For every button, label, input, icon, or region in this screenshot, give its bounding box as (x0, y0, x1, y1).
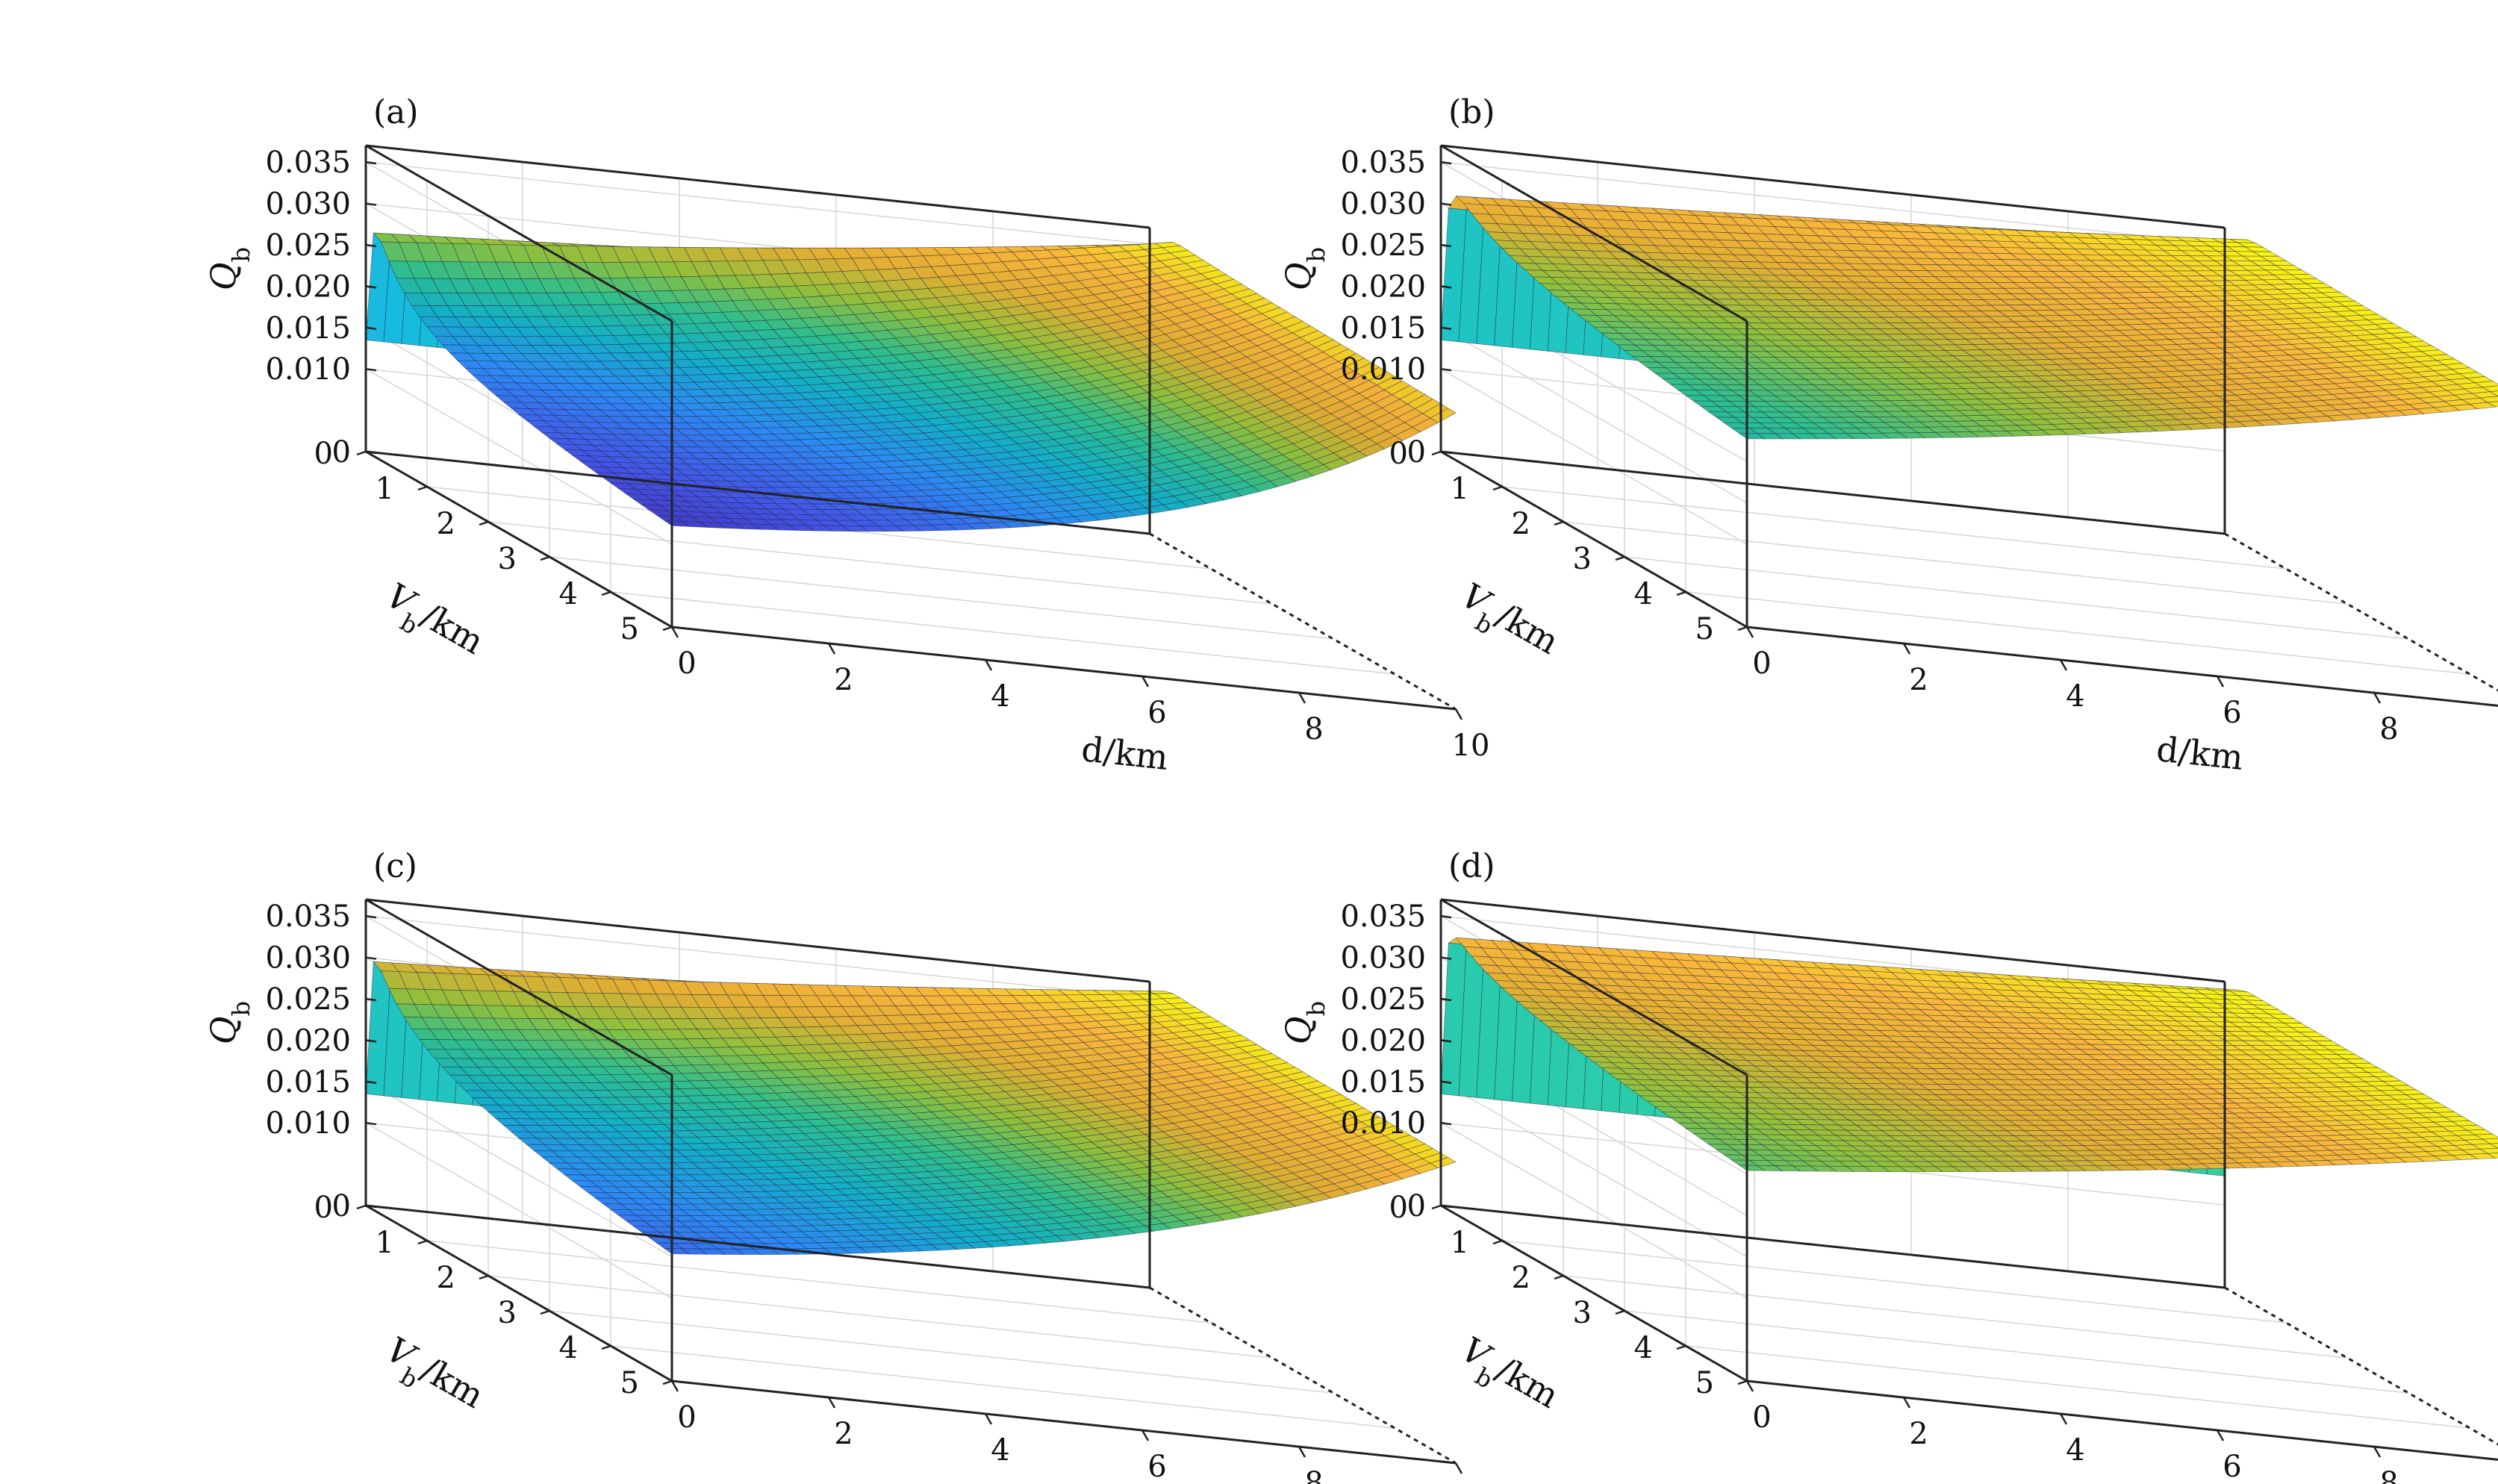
y-tick-mark (1737, 626, 1748, 632)
z-axis-label-sub: b (1302, 247, 1330, 262)
z-axis-label: Qb (1278, 247, 1330, 290)
z-tick-label: 0.020 (1340, 269, 1426, 304)
y-tick-mark (662, 626, 673, 632)
z-axis-label-main: Q (1278, 262, 1318, 290)
panel-label: (b) (1448, 93, 1495, 131)
surface-panel-2: 024681001234500.0100.0150.0200.0250.0300… (1278, 93, 2498, 778)
x-tick-label: 2 (1909, 663, 1928, 697)
z-axis-label-main: Q (203, 262, 243, 290)
y-axis-label-suffix: /km (414, 595, 490, 662)
y-tick-mark (479, 520, 489, 526)
x-tick-label: 6 (1147, 696, 1166, 730)
x-tick-mark (1454, 708, 1463, 720)
surface-mesh (365, 232, 1457, 532)
y-tick-label: 4 (559, 577, 578, 611)
panel-label: (a) (373, 93, 419, 131)
z-tick-label: 0 (332, 435, 351, 470)
y-tick-mark (540, 555, 550, 561)
z-tick-label: 0.025 (265, 228, 351, 263)
x-tick-label: 6 (2223, 696, 2241, 730)
y-tick-label: 1 (1451, 472, 1469, 506)
y-tick-mark (1676, 590, 1686, 596)
y-tick-mark (1431, 450, 1442, 456)
surface-mesh (1440, 196, 2498, 440)
z-tick-label: 0 (1407, 435, 1426, 470)
y-tick-mark (1492, 485, 1503, 491)
y-tick-label: 0 (314, 437, 333, 471)
grid-line (365, 368, 673, 545)
grid-line (365, 161, 1150, 245)
x-tick-label: 4 (991, 679, 1009, 714)
x-axis-label: d/km (2155, 729, 2245, 778)
grid-line (610, 591, 1395, 675)
z-axis-label: Qb (203, 247, 255, 290)
surface-panel-3: 024681001234500.0100.0150.0200.0250.0300… (203, 847, 1489, 1484)
axis-box-edge (2224, 532, 2498, 692)
y-axis-label: Vb/km (374, 575, 491, 673)
x-tick-label: 8 (1304, 712, 1323, 746)
grid-line (549, 556, 1334, 640)
y-tick-label: 2 (437, 507, 455, 541)
y-tick-label: 2 (1512, 507, 1530, 541)
x-tick-label: 10 (1452, 729, 1490, 763)
y-tick-mark (417, 485, 428, 491)
x-tick-label: 4 (2066, 679, 2084, 714)
y-tick-mark (1615, 555, 1625, 561)
y-tick-label: 3 (1573, 542, 1592, 576)
x-axis-label: d/km (1080, 729, 1170, 778)
z-tick-label: 0.015 (1340, 311, 1426, 346)
grid-line (488, 521, 1273, 605)
x-tick-label: 2 (834, 663, 853, 697)
surface-mesh (365, 961, 1457, 1255)
y-axis-label-suffix: /km (1489, 595, 1566, 662)
y-tick-label: 5 (620, 612, 639, 646)
y-tick-label: 3 (498, 542, 517, 576)
z-tick-label: 0.020 (265, 269, 351, 304)
z-tick-label: 0.030 (1340, 187, 1426, 222)
y-tick-mark (601, 590, 611, 596)
z-tick-label: 0.010 (1340, 352, 1426, 387)
x-tick-label: 0 (677, 646, 696, 681)
y-tick-mark (356, 450, 367, 456)
z-tick-label: 0.035 (1340, 146, 1426, 180)
surface-panel-1: 0 2 4 6 8 1001234500.0100.0150.0200.0250.0300… (203, 93, 1489, 778)
z-tick-label: 0.035 (265, 146, 351, 180)
z-tick-label: 0.010 (265, 352, 351, 387)
y-tick-label: 1 (376, 472, 394, 506)
y-tick-label: 0 (1389, 437, 1408, 471)
y-tick-mark (1554, 520, 1564, 526)
z-tick-label: 0.015 (265, 311, 351, 346)
z-tick-label: 0.030 (265, 187, 351, 222)
x-tick-label: 0 (1752, 646, 1771, 681)
y-tick-label: 4 (1634, 577, 1653, 611)
x-axis-line (1746, 626, 2498, 707)
y-tick-label: 5 (1695, 612, 1714, 646)
z-tick-label: 0.025 (1340, 228, 1426, 263)
z-axis-label-sub: b (227, 247, 255, 262)
x-tick-label: 8 (2379, 712, 2398, 746)
y-axis-label: Vb/km (1449, 575, 1566, 673)
